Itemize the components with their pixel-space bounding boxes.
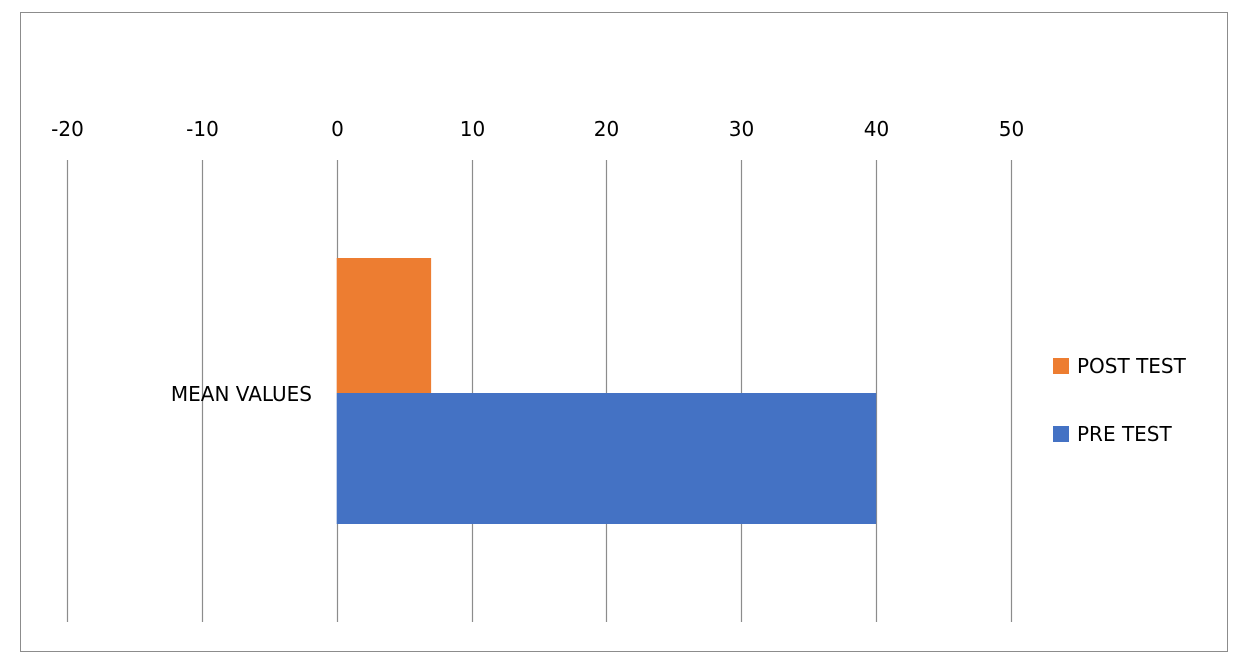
legend-label-post-test: POST TEST	[1077, 354, 1187, 378]
chart-frame	[20, 12, 1228, 652]
bars	[336, 258, 877, 524]
gridlines	[66, 160, 1013, 622]
x-tick-label: 50	[999, 117, 1024, 141]
legend: POST TEST PRE TEST	[1053, 354, 1187, 446]
bar-pre-test	[336, 393, 877, 524]
legend-swatch-pre-test	[1053, 426, 1069, 442]
x-tick-label: -10	[186, 117, 219, 141]
x-tick-label: 10	[460, 117, 485, 141]
legend-label-pre-test: PRE TEST	[1077, 422, 1173, 446]
category-label: MEAN VALUES	[171, 382, 312, 406]
bar-post-test	[336, 258, 432, 393]
x-axis-tick-labels: -20 -10 0 10 20 30 40 50	[51, 117, 1024, 141]
legend-swatch-post-test	[1053, 358, 1069, 374]
x-tick-label: 0	[331, 117, 344, 141]
x-tick-label: 40	[864, 117, 889, 141]
x-tick-label: 20	[594, 117, 619, 141]
x-tick-label: 30	[729, 117, 754, 141]
category-labels: MEAN VALUES	[171, 382, 312, 406]
x-tick-label: -20	[51, 117, 84, 141]
